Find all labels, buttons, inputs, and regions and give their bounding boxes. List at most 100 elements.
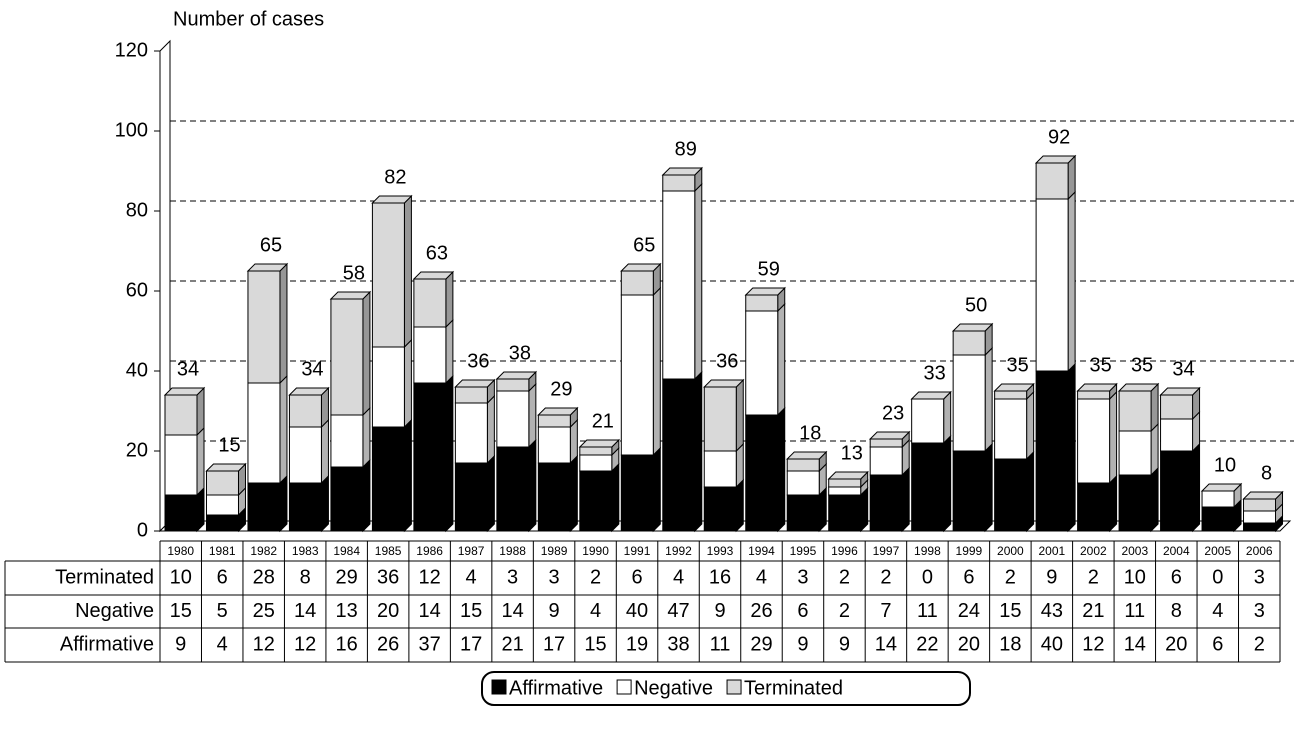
table-cell: 12 — [294, 633, 316, 655]
bar — [330, 414, 364, 468]
total-label: 34 — [301, 358, 323, 380]
table-cell: 15 — [170, 600, 192, 622]
bar-side-shade — [1068, 364, 1076, 531]
bar — [786, 470, 820, 496]
bar-side-shade — [860, 472, 868, 487]
bar — [413, 382, 447, 532]
bar-side-shade — [445, 376, 453, 531]
table-cell: 11 — [917, 600, 938, 622]
x-tick-label: 2004 — [1163, 544, 1190, 558]
bar — [745, 294, 779, 312]
x-tick-label: 1995 — [790, 544, 817, 558]
bar — [1077, 482, 1111, 532]
bar — [371, 202, 405, 348]
table-cell: 4 — [590, 600, 601, 622]
bar — [288, 426, 322, 484]
table-cell: 2 — [839, 600, 850, 622]
x-tick-label: 1997 — [873, 544, 900, 558]
bar-side-shade — [1026, 452, 1034, 531]
table-cell: 6 — [217, 566, 228, 588]
bar — [247, 482, 281, 532]
table-cell: 9 — [549, 600, 560, 622]
table-cell: 28 — [253, 566, 275, 588]
table-cell: 25 — [253, 600, 275, 622]
bar-top — [661, 167, 703, 176]
bar — [662, 174, 696, 192]
table-cell: 38 — [667, 633, 689, 655]
table-cell: 8 — [300, 566, 311, 588]
table-cell: 3 — [1254, 566, 1265, 588]
x-tick-label: 2006 — [1246, 544, 1273, 558]
x-tick-label: 1999 — [956, 544, 983, 558]
table-cell: 14 — [419, 600, 441, 622]
table-cell: 6 — [1171, 566, 1182, 588]
bar-side-shade — [362, 460, 370, 531]
bar — [952, 354, 986, 452]
legend-box — [481, 671, 971, 706]
bar — [1243, 510, 1277, 524]
bar — [1243, 522, 1277, 532]
table-cell: 15 — [584, 633, 606, 655]
bar — [1160, 394, 1194, 420]
bar-side-shade — [570, 420, 578, 463]
table-cell: 0 — [922, 566, 933, 588]
bar-top — [246, 263, 289, 272]
table-cell: 2 — [839, 566, 850, 588]
table-cell: 14 — [875, 633, 897, 655]
bar-top — [454, 379, 496, 388]
table-cell: 47 — [667, 600, 689, 622]
bar-side-shade — [321, 388, 329, 427]
bar-side-shade — [321, 420, 329, 483]
bar-side-shade — [736, 444, 744, 487]
bar-side-shade — [1026, 384, 1034, 399]
bar — [1035, 370, 1069, 532]
bar — [496, 446, 530, 532]
bar — [994, 390, 1028, 400]
bar-top — [578, 439, 621, 448]
total-label: 36 — [467, 350, 489, 372]
total-label: 35 — [1131, 354, 1153, 376]
bar-side-shade — [1275, 504, 1283, 523]
table-cell: 21 — [501, 633, 523, 655]
table-cell: 9 — [797, 633, 808, 655]
table-cell: 19 — [626, 633, 648, 655]
bar-side-shade — [860, 488, 868, 531]
table-cell: 14 — [294, 600, 316, 622]
table-row-label: Negative — [75, 600, 154, 622]
bar-side-shade — [197, 488, 204, 531]
bar-side-shade — [943, 392, 951, 443]
table-cell: 14 — [501, 600, 523, 622]
bar-top — [703, 379, 745, 388]
bar-top — [329, 291, 372, 300]
bar-side-shade — [528, 440, 536, 531]
bar-side-shade — [1234, 500, 1242, 531]
axis-title: Number of cases — [173, 8, 324, 30]
x-tick-label: 1986 — [416, 544, 443, 558]
table-cell: 43 — [1041, 600, 1063, 622]
table-cell: 3 — [1254, 600, 1265, 622]
total-label: 18 — [799, 422, 821, 444]
bar-side-shade — [1275, 492, 1283, 511]
bar — [1201, 506, 1235, 532]
total-label: 35 — [1089, 354, 1111, 376]
bar-side-shade — [777, 408, 785, 531]
table-cell: 3 — [549, 566, 560, 588]
table-cell: 12 — [419, 566, 441, 588]
bar — [786, 494, 820, 532]
total-label: 89 — [675, 138, 697, 160]
legend-label: Terminated — [744, 677, 843, 699]
table-cell: 10 — [1124, 566, 1146, 588]
bar — [786, 458, 820, 472]
bar — [662, 378, 696, 532]
bar — [994, 398, 1028, 460]
bar — [869, 438, 903, 448]
table-cell: 20 — [1165, 633, 1187, 655]
bar-side-shade — [445, 272, 453, 327]
bar — [205, 470, 239, 496]
bar — [869, 446, 903, 476]
bar-top — [951, 323, 994, 332]
table-cell: 2 — [880, 566, 891, 588]
table-cell: 11 — [710, 633, 731, 655]
bar-top — [868, 431, 911, 440]
y-tick-label: 100 — [115, 119, 148, 141]
